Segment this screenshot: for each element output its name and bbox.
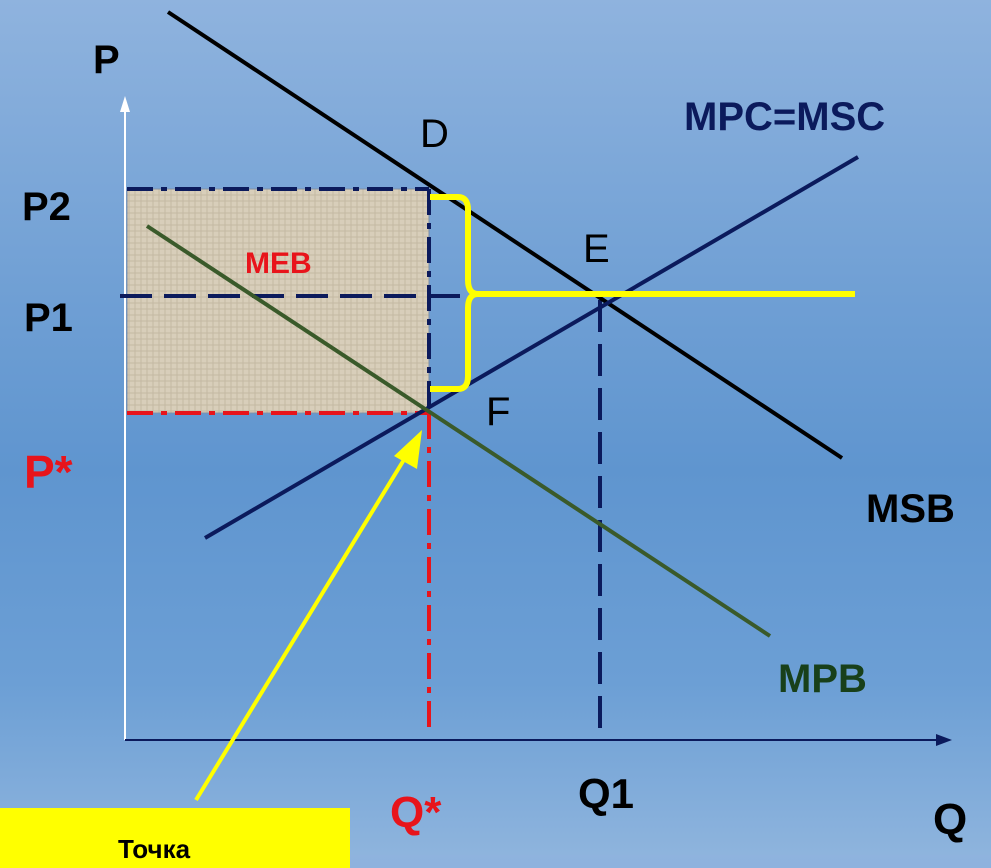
mpb-curve	[145, 224, 772, 638]
y-axis-label: P	[93, 38, 120, 82]
meb-area	[126, 188, 430, 414]
point-e-label: E	[583, 227, 610, 271]
q1-label: Q1	[578, 770, 635, 817]
p2-label: P2	[22, 185, 71, 229]
mpb-label: MPB	[778, 657, 867, 701]
yellow-brace	[430, 194, 855, 392]
p-star-label: P*	[24, 446, 73, 498]
yellow-arrow-head	[394, 430, 422, 469]
point-f-label: F	[486, 390, 511, 434]
x-axis-arrow	[936, 734, 952, 746]
yellow-arrow	[194, 456, 407, 802]
p1-label: P1	[24, 296, 73, 340]
callout-text: Точка	[118, 834, 191, 864]
point-d-label: D	[420, 112, 449, 156]
callout-box: Точка	[0, 808, 350, 868]
q-star-label: Q*	[390, 788, 442, 837]
y-axis-arrow	[120, 96, 130, 112]
msb-label: MSB	[866, 487, 955, 531]
msb-curve	[166, 10, 844, 460]
x-axis-label: Q	[933, 795, 968, 844]
mpc-msc-curve	[203, 155, 860, 540]
mpc-msc-label: MPC=MSC	[684, 95, 886, 139]
meb-label: MEB	[245, 247, 312, 280]
